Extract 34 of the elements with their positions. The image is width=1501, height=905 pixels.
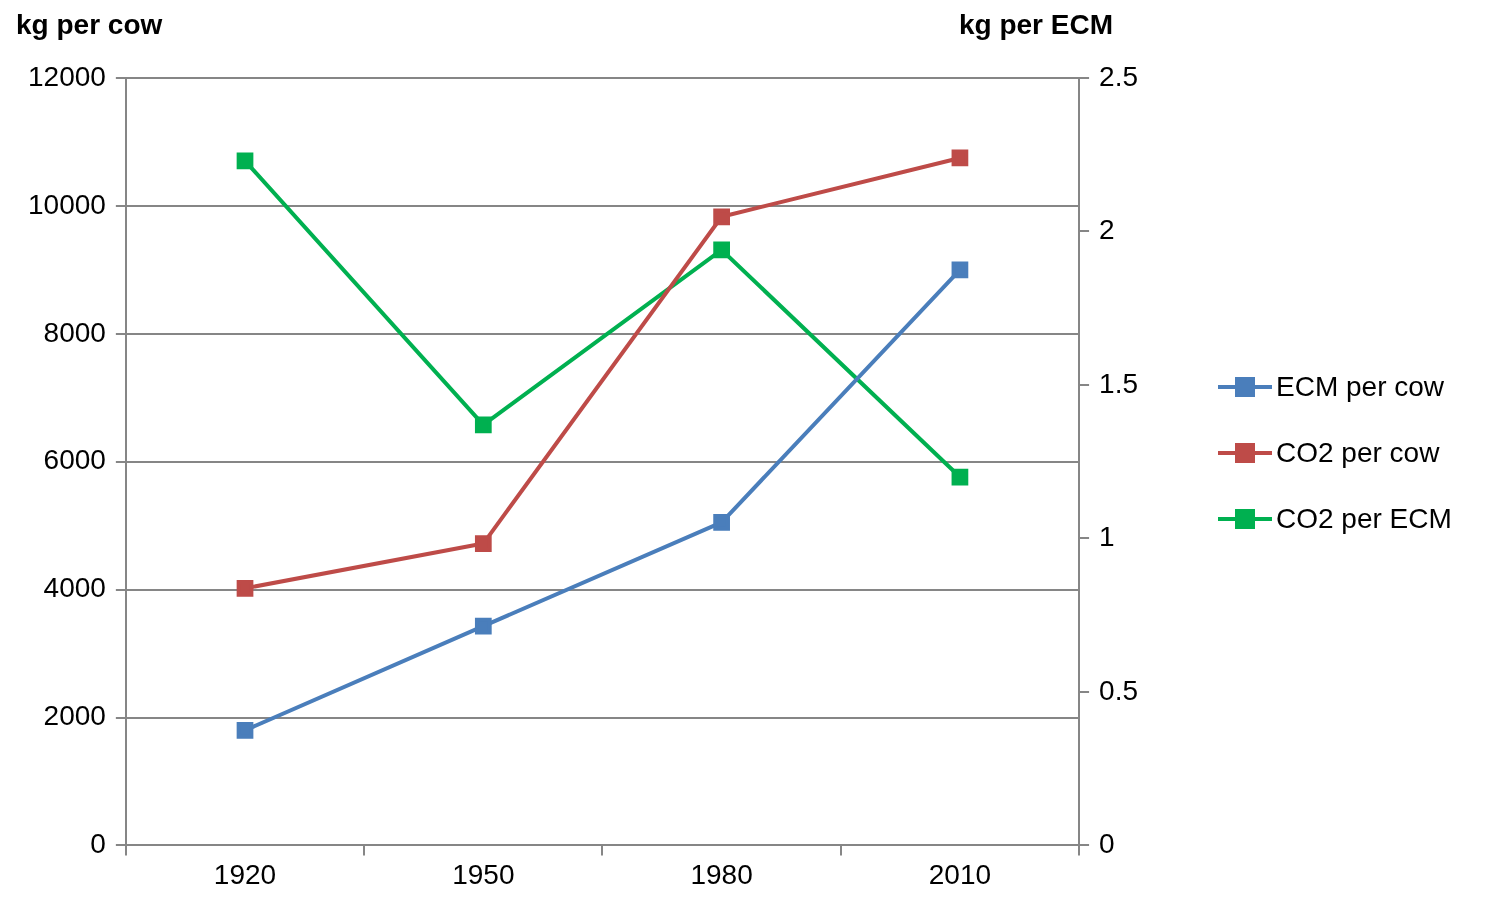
point [713,514,730,531]
y-tick-label: 8000 [43,316,106,348]
point [951,261,969,279]
point [713,208,730,226]
point [474,535,492,552]
y-tick-label: 4000 [43,572,106,604]
y2-axis-title: kg per ECM [958,8,1113,40]
y-axis-title: kg per cow [16,8,163,40]
point [713,241,730,259]
y-tick-label: 0 [90,828,106,860]
y-tick-label: 2000 [43,700,106,732]
point [236,152,254,170]
x-tick-label: 1980 [690,858,753,890]
legend-label: CO2 per ECM [1276,502,1452,535]
legend-label: CO2 per cow [1276,436,1440,469]
y2-tick-label: 1.5 [1099,367,1139,399]
y-tick-label: 12000 [27,60,106,92]
point [236,721,254,739]
y2-tick-label: 0.5 [1099,674,1139,706]
point [474,416,492,434]
point [236,579,254,597]
y2-tick-label: 2.5 [1099,60,1139,92]
x-tick-label: 1950 [452,858,515,890]
x-tick-label: 2010 [928,858,992,890]
legend-label: ECM per cow [1276,370,1445,403]
point [474,617,492,635]
y2-tick-label: 1 [1099,521,1115,553]
y2-tick-label: 0 [1099,828,1115,860]
y2-tick-label: 2 [1099,214,1115,246]
point [951,149,969,167]
y-tick-label: 6000 [43,444,106,476]
point [951,468,969,486]
x-tick-label: 1920 [213,858,277,890]
y-tick-label: 10000 [27,188,106,220]
